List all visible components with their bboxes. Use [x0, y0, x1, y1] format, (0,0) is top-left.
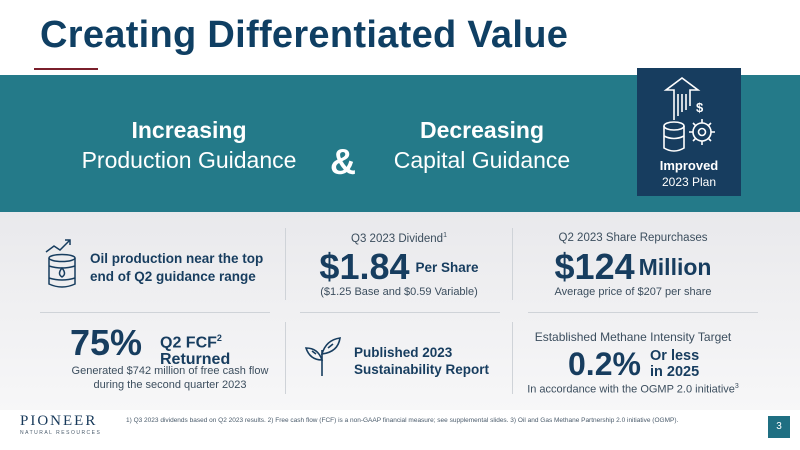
methane-label: Established Methane Intensity Target: [534, 330, 732, 344]
sustainability-line2: Sustainability Report: [354, 362, 490, 377]
metrics-panel: [0, 212, 800, 410]
dividend-breakdown: ($1.25 Base and $0.59 Variable): [320, 286, 478, 298]
plan-text: Improved 2023 Plan: [637, 158, 741, 190]
increasing-production: Increasing Production Guidance: [58, 115, 320, 175]
improved-plan-box: $ Improved 2023 Plan: [637, 68, 741, 196]
dividend-footnote-mark: 1: [443, 232, 447, 239]
sprout-icon: [304, 337, 341, 376]
plan-year-label: 2023 Plan: [661, 175, 717, 189]
methane-description: In accordance with the OGMP 2.0 initiati…: [513, 383, 753, 396]
fcf-label-line2: Returned: [160, 351, 231, 369]
methane-footnote-mark: 3: [734, 383, 739, 390]
divider-vertical: [285, 228, 286, 300]
sustainability-report-text: Published 2023 Sustainability Report: [354, 344, 489, 378]
improved-label: Improved: [659, 158, 719, 173]
methane-unit-line2: in 2025: [650, 364, 700, 380]
pioneer-logo: PIONEER NATURAL RESOURCES: [20, 413, 101, 436]
slide-title: Creating Differentiated Value: [40, 14, 569, 56]
logo-name: PIONEER: [20, 413, 98, 429]
methane-description-text: In accordance with the OGMP 2.0 initiati…: [527, 383, 735, 396]
svg-text:$: $: [696, 100, 704, 115]
dividend-value: $1.84: [319, 246, 410, 287]
logo-subtitle: NATURAL RESOURCES: [20, 430, 102, 436]
repurchases-average-price: Average price of $207 per share: [554, 286, 712, 298]
improved-plan-icon: $: [663, 77, 715, 152]
methane-value: 0.2%: [568, 346, 641, 382]
divider-vertical: [512, 322, 513, 394]
divider-horizontal: [300, 312, 500, 313]
oil-barrel-chart-icon: [45, 239, 76, 288]
footnotes: 1) Q3 2023 dividends based on Q2 2023 re…: [126, 417, 679, 424]
dividend-value-row: $1.84 Per Share: [285, 246, 513, 288]
repurchases-value: $124: [554, 246, 635, 287]
page-number: 3: [768, 416, 790, 438]
ampersand: &: [330, 141, 356, 182]
production-guidance-label: Production Guidance: [81, 147, 297, 173]
title-underline: [34, 68, 98, 70]
divider-horizontal: [40, 312, 270, 313]
methane-unit-line1: Or less: [650, 348, 700, 364]
fcf-percent-value: 75%: [70, 322, 143, 363]
divider-horizontal: [528, 312, 758, 313]
dividend-label: Q3 2023 Dividend1: [285, 232, 513, 245]
methane-unit: Or less in 2025: [650, 348, 699, 380]
capital-guidance-label: Capital Guidance: [393, 147, 571, 173]
repurchases-unit: Million: [638, 253, 712, 280]
fcf-label: Q2 FCF2 Returned: [160, 330, 230, 368]
decreasing-label: Decreasing: [419, 117, 544, 143]
increasing-label: Increasing: [131, 117, 247, 143]
decreasing-capital: Decreasing Capital Guidance: [376, 115, 588, 175]
fcf-footnote-mark: 2: [216, 333, 222, 343]
oil-production-text: Oil production near the top end of Q2 gu…: [90, 251, 264, 284]
dividend-label-text: Q3 2023 Dividend: [351, 232, 444, 245]
fcf-description: Generated $742 million of free cash flow…: [71, 365, 269, 391]
sustainability-line1: Published 2023: [354, 345, 453, 360]
divider-vertical: [285, 322, 286, 394]
dividend-unit: Per Share: [415, 259, 479, 275]
divider-vertical: [512, 228, 513, 300]
repurchases-label: Q2 2023 Share Repurchases: [558, 232, 708, 244]
repurchases-value-row: $124 Million: [513, 246, 753, 288]
fcf-label-line1: Q2 FCF: [160, 334, 217, 352]
